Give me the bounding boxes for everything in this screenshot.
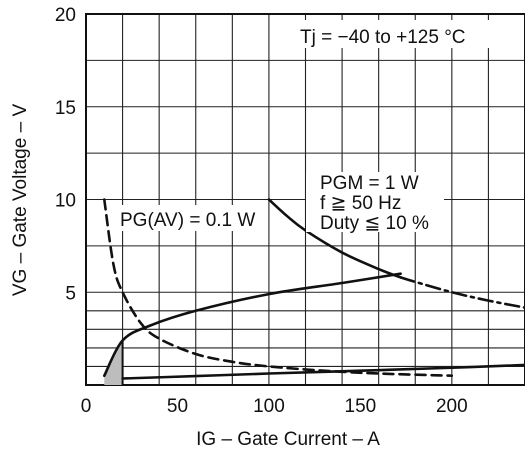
tj-annotation: Tj = −40 to +125 °C [300, 27, 466, 48]
series-line-3 [267, 198, 402, 279]
trigger-region-shading [104, 340, 123, 385]
series-line-1 [121, 363, 525, 380]
grid-lines [85, 13, 525, 386]
y-axis-label: VG – Gate Voltage – V [10, 104, 31, 297]
pgm-annotation-line3: Duty ≦ 10 % [320, 213, 429, 234]
x-tick-labels: 0 50 100 150 200 [81, 396, 468, 417]
x-tick-label-2: 100 [253, 396, 285, 417]
pgm-annotation-line1: PGM = 1 W [320, 173, 419, 194]
y-tick-label-1: 10 [55, 191, 76, 212]
y-tick-label-2: 15 [55, 98, 76, 119]
x-tick-label-3: 150 [345, 396, 377, 417]
pgav-annotation-bg [118, 205, 268, 231]
x-tick-label-0: 0 [81, 396, 92, 417]
pgm-annotation-line2: f ≧ 50 Hz [320, 193, 401, 214]
curves [102, 198, 525, 385]
y-tick-labels: 5 10 15 20 [55, 5, 76, 304]
x-tick-label-1: 50 [167, 396, 188, 417]
series-line-2 [102, 198, 454, 378]
series-line-4 [399, 276, 525, 309]
x-tick-label-4: 200 [436, 396, 468, 417]
pgm-annotation-bg [306, 172, 444, 232]
y-tick-label-3: 20 [55, 5, 76, 26]
tj-annotation-bg [296, 20, 518, 48]
y-tick-label-0: 5 [65, 283, 76, 304]
x-axis-label: IG – Gate Current – A [196, 429, 380, 450]
pgav-annotation: PG(AV) = 0.1 W [120, 210, 255, 231]
series-line-0 [102, 272, 402, 378]
plot-frame [85, 13, 525, 386]
